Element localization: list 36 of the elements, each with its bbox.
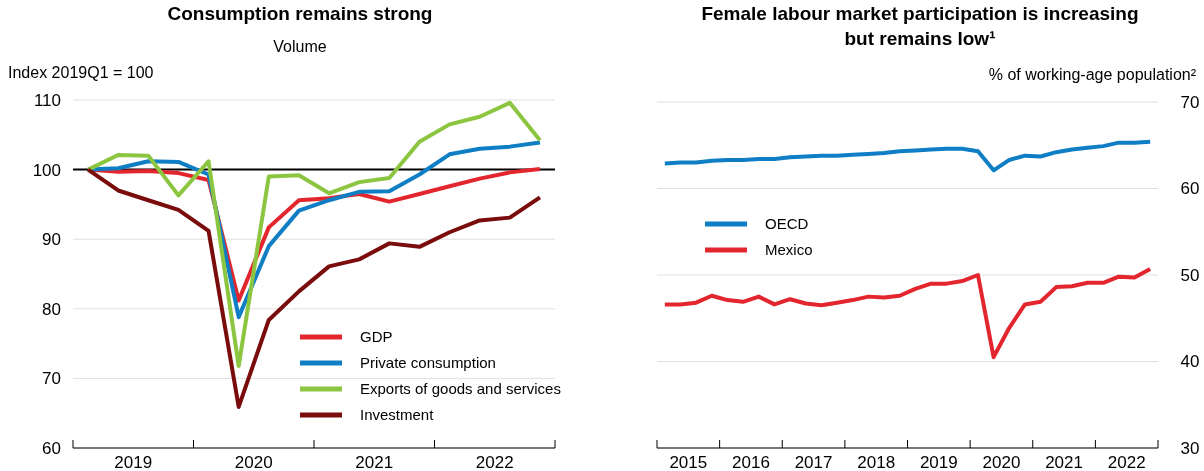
y-tick-label: 110 xyxy=(33,90,61,110)
legend-label: GDP xyxy=(360,328,393,346)
legend-label: Investment xyxy=(360,406,435,424)
y-tick-label: 80 xyxy=(42,299,61,319)
y-tick-label: 40 xyxy=(1180,352,1200,372)
y-tick-label: 50 xyxy=(1180,265,1200,285)
legend-label: OECD xyxy=(765,215,809,233)
x-tick-label: 2020 xyxy=(234,453,273,471)
x-tick-label: 2020 xyxy=(982,453,1021,471)
x-tick-label: 2019 xyxy=(114,453,153,471)
legend-label: Mexico xyxy=(765,241,813,259)
x-tick-label: 2015 xyxy=(669,453,708,471)
line-series xyxy=(662,139,1153,173)
y-axis-title: % of working-age population² xyxy=(988,66,1197,83)
line-series xyxy=(662,266,1153,360)
x-tick-label: 2021 xyxy=(355,453,394,471)
y-tick-label: 70 xyxy=(1180,92,1200,112)
x-tick-label: 2021 xyxy=(1045,453,1083,471)
chart-subtitle: Volume xyxy=(273,38,327,55)
y-axis-title: Index 2019Q1 = 100 xyxy=(8,64,154,81)
y-tick-label: 60 xyxy=(1180,179,1200,199)
legend-label: Private consumption xyxy=(360,354,496,372)
y-tick-label: 90 xyxy=(42,230,61,250)
y-tick-label: 70 xyxy=(42,369,61,389)
y-tick-label: 60 xyxy=(42,438,61,458)
x-tick-label: 2022 xyxy=(1107,453,1146,471)
x-tick-label: 2019 xyxy=(919,453,958,471)
chart-title: Consumption remains strong xyxy=(167,3,433,24)
x-tick-label: 2017 xyxy=(794,453,833,471)
x-tick-label: 2018 xyxy=(857,453,896,471)
legend-label: Exports of goods and services xyxy=(360,380,561,398)
y-tick-label: 100 xyxy=(32,160,61,180)
x-tick-label: 2016 xyxy=(732,453,770,471)
y-tick-label: 30 xyxy=(1180,438,1200,458)
chart-title: Female labour market participation is increasing but remains low¹ xyxy=(701,3,1139,49)
x-tick-label: 2022 xyxy=(475,453,514,471)
